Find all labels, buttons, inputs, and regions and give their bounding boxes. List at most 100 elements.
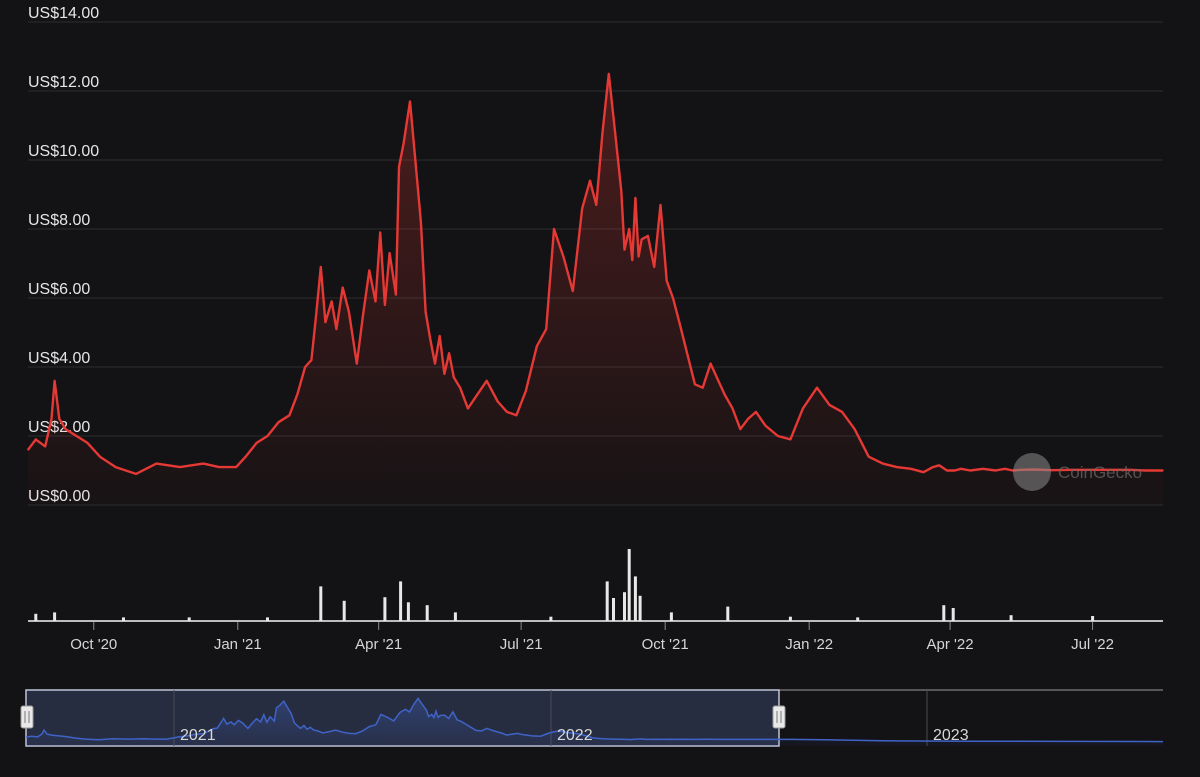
volume-bar [34, 613, 38, 621]
navigator[interactable]: 2021 2022 2023 [20, 689, 1164, 747]
volume-bar [319, 586, 323, 621]
price-point [1162, 469, 1164, 472]
price-point [932, 466, 934, 468]
price-area [28, 73, 1163, 506]
x-tick-label: Oct '20 [70, 636, 117, 653]
volume-bar [638, 595, 642, 621]
price-point [620, 190, 623, 192]
price-point [802, 407, 804, 410]
volume-bar [399, 581, 403, 621]
price-point [701, 386, 704, 389]
price-point [496, 400, 499, 403]
price-point [218, 466, 220, 468]
price-point [640, 238, 643, 241]
price-point [1051, 469, 1053, 472]
price-point [476, 393, 479, 396]
price-point [938, 464, 940, 467]
x-tick-label: Jul '22 [1071, 636, 1114, 653]
volume-bar [788, 616, 792, 621]
price-point [320, 266, 322, 268]
price-point [553, 228, 555, 230]
price-point [114, 466, 117, 468]
price-point [409, 100, 411, 103]
price-point [841, 411, 843, 413]
price-point [525, 390, 527, 392]
price-point [255, 442, 258, 444]
price-point [867, 455, 870, 458]
price-point [374, 300, 377, 303]
price-point [601, 131, 604, 134]
price-point [982, 468, 984, 470]
volume-bar [1091, 616, 1095, 621]
volume-bar [951, 608, 955, 621]
price-point [960, 468, 962, 470]
x-tick-label: Jan '22 [785, 636, 833, 653]
price-point [35, 438, 37, 441]
price-point [315, 314, 317, 317]
coingecko-logo-icon [1013, 453, 1051, 491]
price-point [1004, 468, 1006, 470]
price-point [402, 142, 405, 144]
price-point [731, 407, 734, 410]
price-point [135, 473, 137, 475]
price-point [747, 418, 749, 420]
price-point [304, 366, 306, 368]
volume-bar [383, 597, 387, 621]
price-point [716, 376, 718, 379]
price-point [659, 204, 662, 206]
volume-bar [627, 549, 631, 621]
price-point [755, 411, 757, 413]
volume-bar [187, 617, 191, 621]
price-point [678, 321, 681, 323]
price-point [64, 428, 67, 430]
y-tick-label: US$10.00 [28, 143, 99, 160]
price-point [398, 166, 400, 168]
price-point [27, 449, 29, 451]
volume-bar [669, 612, 673, 621]
price-point [75, 435, 78, 437]
price-point [994, 469, 997, 472]
navigator-right-handle[interactable] [772, 705, 786, 729]
price-point [235, 466, 237, 468]
x-tick-label: Oct '21 [642, 636, 689, 653]
price-point [910, 468, 912, 470]
price-point [58, 418, 61, 420]
price-point [1145, 469, 1147, 472]
price-point [356, 362, 358, 365]
navigator-left-handle[interactable] [20, 705, 34, 729]
price-point [694, 383, 696, 386]
price-point [485, 380, 488, 382]
price-point [1071, 469, 1073, 471]
volume-bar [612, 598, 615, 621]
price-point [623, 248, 626, 251]
price-point [545, 328, 547, 330]
y-tick-label: US$6.00 [28, 281, 90, 298]
price-point [288, 414, 291, 417]
price-point [99, 455, 101, 458]
volume-bar [1009, 615, 1013, 621]
price-point [709, 362, 712, 365]
price-point [244, 455, 247, 458]
price-point [647, 235, 649, 237]
volume-bar [549, 616, 553, 621]
watermark: CoinGecko [1013, 453, 1142, 491]
y-tick-label: US$8.00 [28, 212, 90, 229]
price-point [628, 228, 630, 230]
x-tick-label: Apr '21 [355, 636, 402, 653]
price-point [589, 179, 591, 182]
volume-bar [266, 617, 269, 621]
price-point [946, 469, 948, 472]
price-point [595, 204, 598, 206]
price-point [388, 252, 391, 254]
price-point [853, 428, 856, 430]
price-point [882, 462, 884, 465]
price-point [50, 418, 53, 420]
watermark-text: CoinGecko [1058, 463, 1142, 482]
price-point [379, 231, 382, 234]
x-axis-ticks: Oct '20 Jan '21 Apr '21 Jul '21 Oct '21 Jan '… [70, 622, 1114, 653]
volume-bar [453, 612, 457, 621]
price-point [453, 376, 455, 379]
price-point [438, 335, 441, 337]
